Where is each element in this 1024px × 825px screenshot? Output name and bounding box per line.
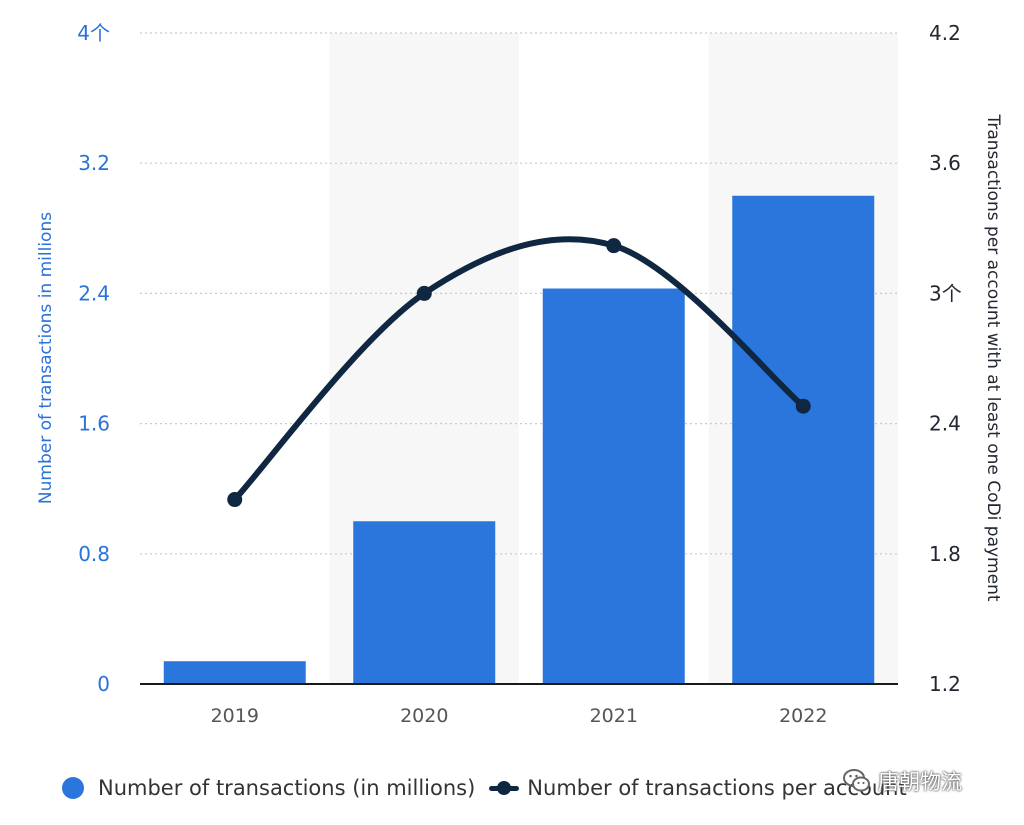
- y-tick-label-left: 4个: [77, 21, 110, 45]
- legend-line-swatch: [489, 777, 520, 799]
- y-tick-label-right: 4.2: [929, 21, 961, 45]
- legend-item-bars[interactable]: Number of transactions (in millions): [62, 776, 475, 800]
- line-point: [795, 398, 811, 414]
- wechat-icon: [843, 769, 870, 792]
- bar: [163, 661, 306, 684]
- combo-chart: 0 1.2 0.8 1.8 1.6 2.4 2.4 3个 3.2 3.6 4个 4.2 2019 2020…: [36, 21, 1003, 727]
- line-point: [227, 492, 243, 508]
- line-series: [231, 236, 807, 503]
- y-tick-label-left: 0.8: [78, 542, 110, 566]
- bar: [353, 521, 496, 684]
- y-tick-label-left: 3.2: [78, 151, 110, 175]
- legend-bar-label: Number of transactions (in millions): [98, 776, 476, 800]
- x-tick-label: 2022: [779, 705, 827, 727]
- y-tick-label-left: 1.6: [78, 412, 110, 436]
- y-axis-title-right: Transactions per account with at least o…: [983, 113, 1003, 601]
- x-tick-label: 2021: [590, 705, 638, 727]
- y-tick-label-right: 2.4: [929, 412, 961, 436]
- line-point: [416, 285, 432, 301]
- bar: [542, 288, 685, 684]
- watermark-text: 唐朝物流: [878, 770, 962, 794]
- y-tick-label-left: 2.4: [78, 281, 110, 305]
- x-tick-label: 2019: [211, 705, 259, 727]
- y-tick-label-right: 3.6: [929, 151, 961, 175]
- y-tick-label-right: 3个: [929, 281, 962, 305]
- x-tick-label: 2020: [400, 705, 448, 727]
- watermark: 唐朝物流: [842, 766, 962, 796]
- y-tick-label-right: 1.8: [929, 542, 961, 566]
- line-point: [606, 238, 622, 254]
- y-tick-label-right: 1.2: [929, 672, 961, 696]
- legend: Number of transactions (in millions) Num…: [62, 776, 921, 800]
- legend-bar-swatch: [62, 777, 84, 799]
- y-tick-label-left: 0: [97, 672, 110, 696]
- y-axis-title-left: Number of transactions in millions: [36, 212, 56, 504]
- bar: [732, 195, 875, 684]
